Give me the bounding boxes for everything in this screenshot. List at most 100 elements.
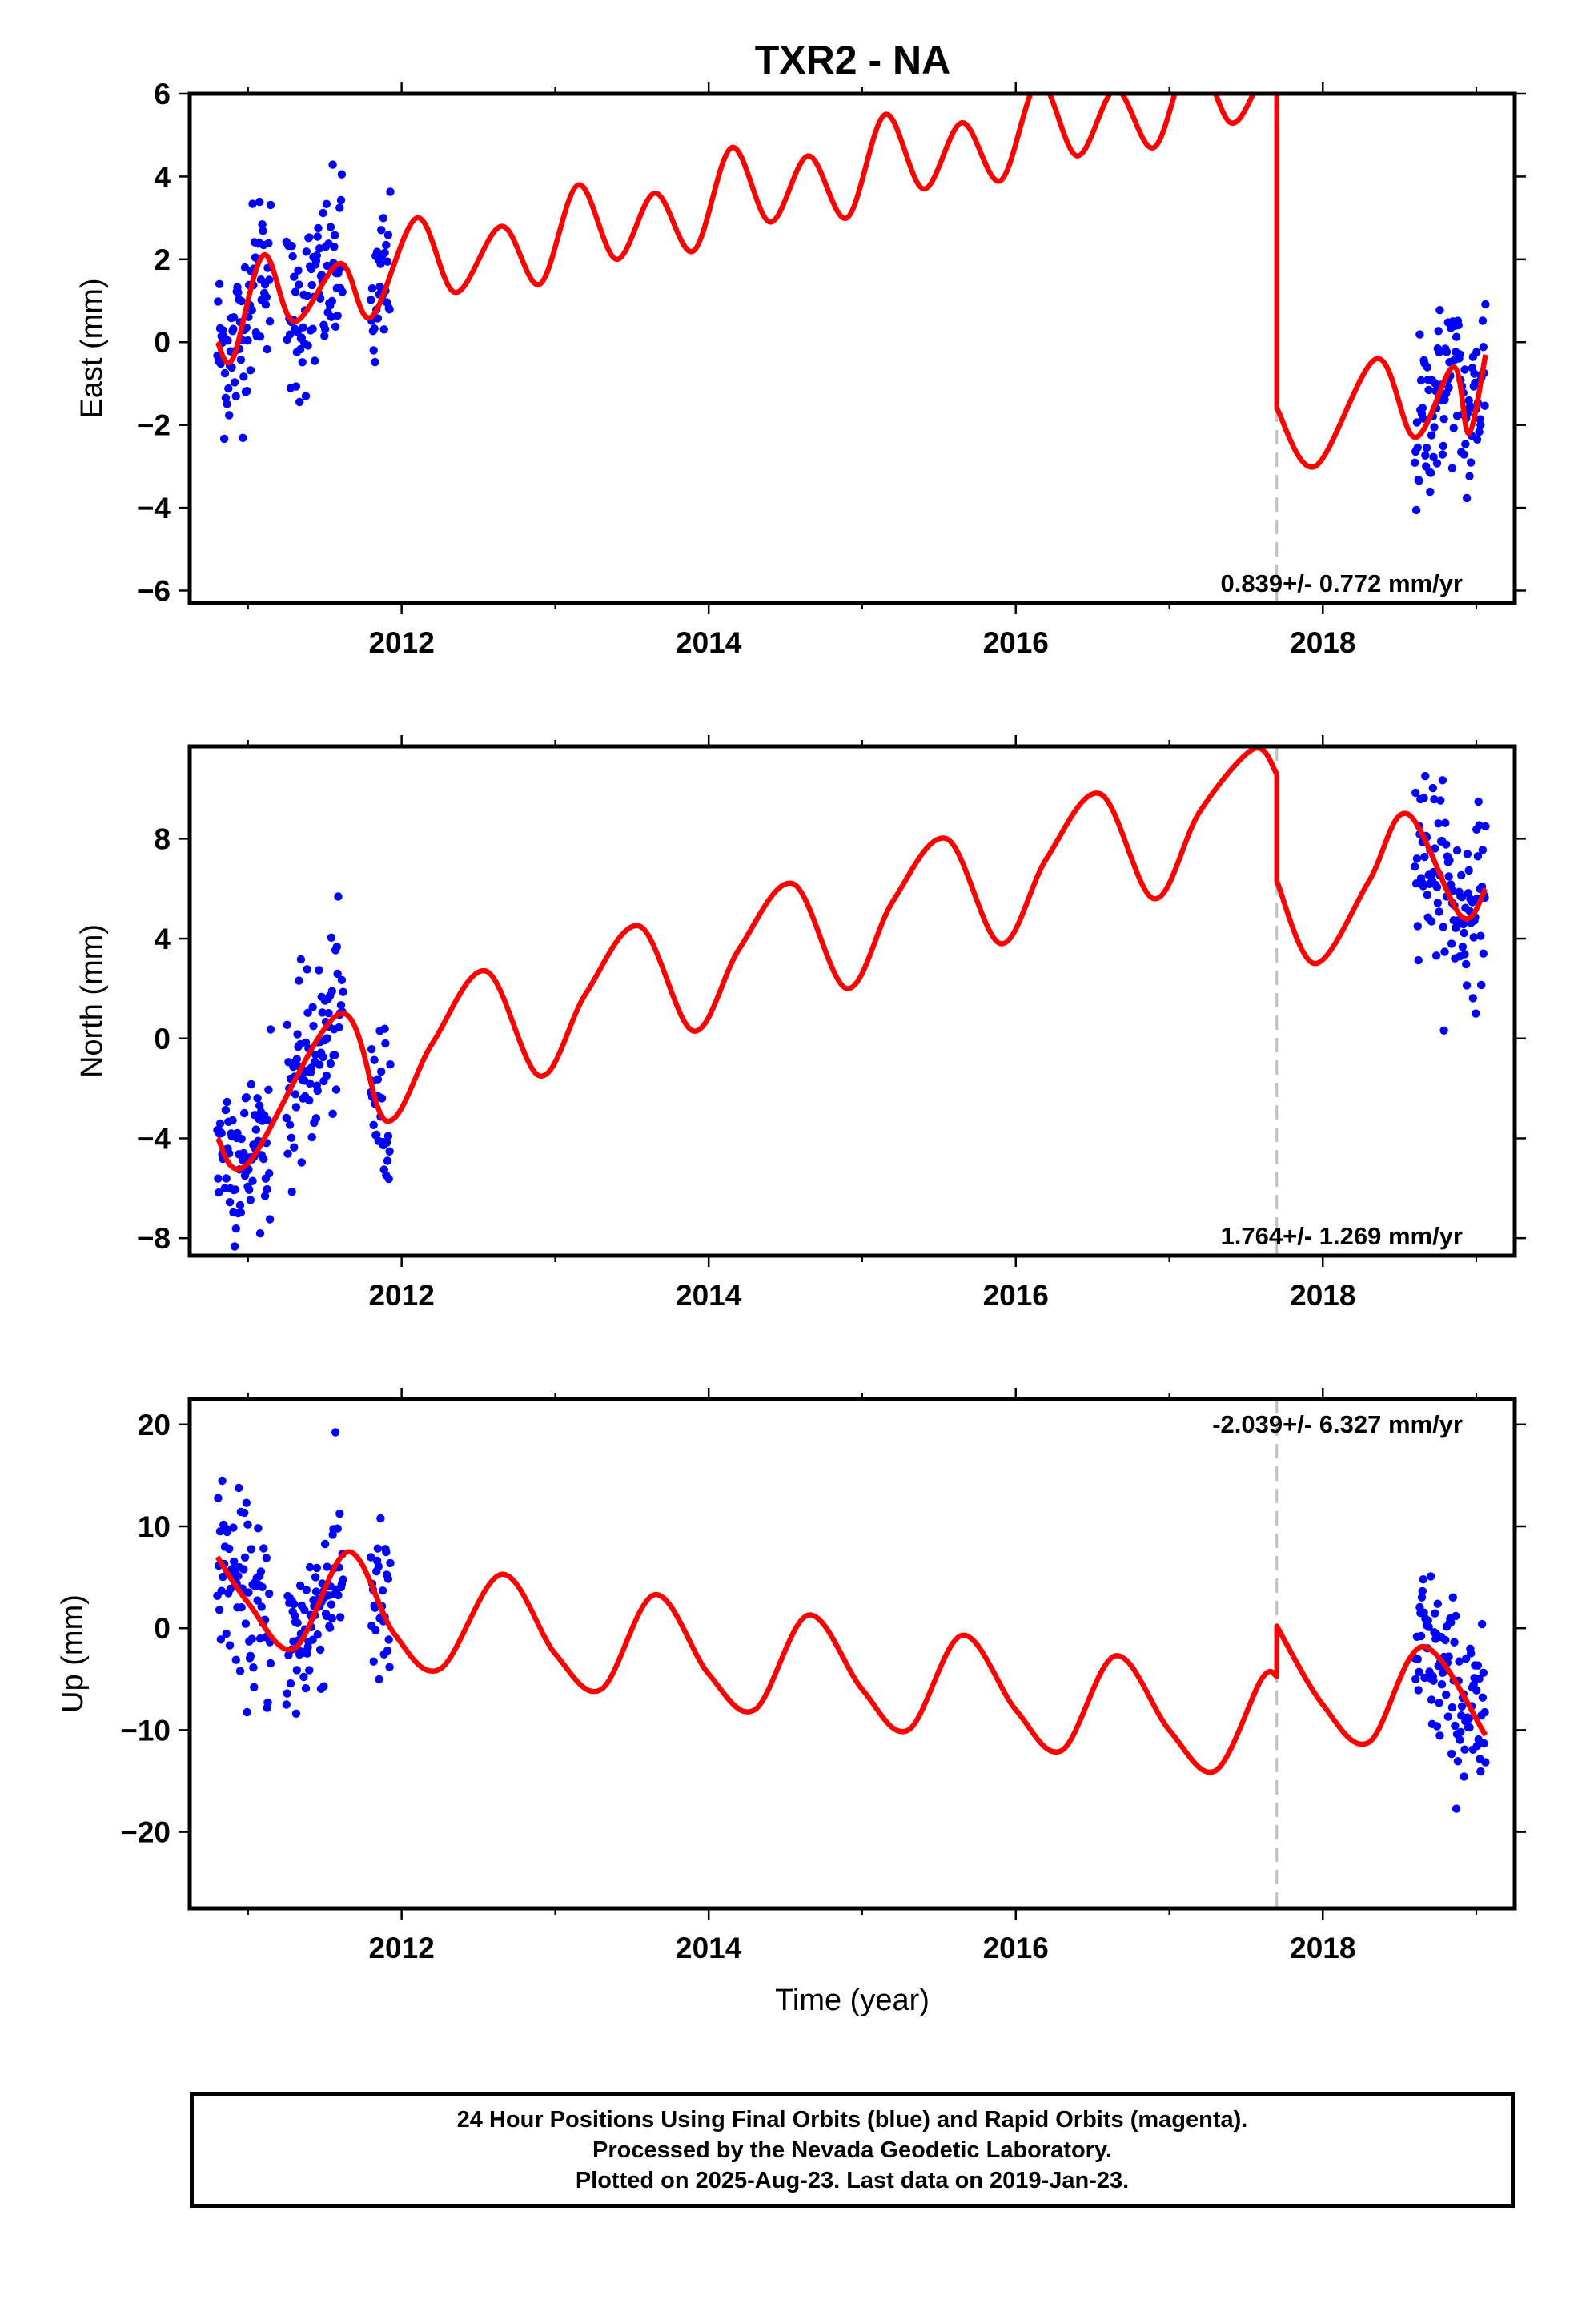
data-point <box>286 1679 295 1688</box>
data-point <box>242 1498 251 1507</box>
data-point <box>1439 923 1447 931</box>
data-point <box>1472 348 1481 356</box>
plot-frame <box>187 1397 1517 1911</box>
data-point <box>228 1116 237 1125</box>
data-point <box>322 1072 331 1080</box>
data-point <box>295 280 303 289</box>
data-point <box>372 1130 381 1140</box>
data-point <box>230 1242 239 1251</box>
data-point <box>289 1063 298 1072</box>
data-point <box>1438 776 1447 785</box>
data-point <box>243 336 252 345</box>
y-tick-label: −4 <box>137 1122 171 1155</box>
data-point <box>283 1149 292 1158</box>
data-point <box>1463 850 1472 858</box>
x-tick-label: 2016 <box>983 1279 1049 1312</box>
model-line <box>215 94 1488 470</box>
data-point <box>239 1148 248 1158</box>
data-point <box>1416 1631 1426 1641</box>
data-point <box>1417 1593 1427 1602</box>
data-point <box>319 208 327 218</box>
data-point <box>1461 440 1470 448</box>
data-point <box>1415 1667 1423 1676</box>
data-point <box>291 1611 299 1620</box>
data-point <box>263 344 271 354</box>
data-point <box>1427 468 1435 477</box>
data-point <box>242 1093 251 1102</box>
data-point <box>1427 431 1436 440</box>
data-point <box>1472 435 1482 444</box>
data-point <box>264 239 273 247</box>
data-point <box>377 1094 387 1103</box>
data-point <box>1423 363 1432 372</box>
data-point <box>1478 316 1488 325</box>
data-point <box>301 1683 311 1693</box>
data-point <box>373 314 383 323</box>
data-point <box>383 1156 392 1165</box>
data-point <box>1423 1616 1432 1625</box>
data-point <box>1480 401 1489 410</box>
data-point <box>1450 1638 1459 1647</box>
data-point <box>248 199 257 208</box>
data-point <box>1411 862 1419 871</box>
data-point <box>241 1619 251 1628</box>
data-point <box>1464 1714 1473 1723</box>
data-point <box>367 1553 375 1562</box>
data-point <box>264 1085 273 1095</box>
data-point <box>1411 788 1420 798</box>
data-point <box>315 244 324 253</box>
data-point <box>1441 1635 1450 1645</box>
data-point <box>370 1055 379 1064</box>
y-tick-label: 10 <box>138 1510 171 1543</box>
data-point <box>374 1562 383 1571</box>
data-point <box>236 356 246 364</box>
data-point <box>1462 493 1472 503</box>
x-tick-label: 2014 <box>676 1932 742 1964</box>
data-point <box>259 1155 268 1164</box>
data-point <box>298 358 307 367</box>
data-point <box>292 1055 301 1063</box>
data-point <box>1439 441 1447 451</box>
data-point <box>1444 1652 1453 1661</box>
data-point <box>303 1649 311 1658</box>
data-point <box>291 1090 300 1099</box>
data-point <box>295 345 305 354</box>
data-point <box>1458 943 1468 951</box>
data-point <box>225 1641 235 1650</box>
data-point <box>320 324 330 334</box>
x-tick-label: 2016 <box>983 626 1049 659</box>
data-point <box>236 1208 246 1217</box>
data-point <box>383 231 393 239</box>
data-point <box>331 1051 339 1059</box>
data-point <box>245 1185 254 1194</box>
data-point <box>1454 320 1463 330</box>
data-point <box>1419 794 1428 802</box>
data-point <box>287 1133 296 1143</box>
data-point <box>231 1185 240 1194</box>
data-point <box>1452 846 1462 855</box>
data-point <box>1462 959 1471 969</box>
data-point <box>312 251 321 260</box>
data-point <box>240 1553 250 1562</box>
data-point <box>308 324 317 333</box>
data-point <box>326 1059 335 1068</box>
caption-line-1: 24 Hour Positions Using Final Orbits (bl… <box>456 2106 1248 2133</box>
data-point <box>335 1509 344 1518</box>
data-point <box>1438 450 1447 459</box>
data-point <box>1445 856 1454 865</box>
data-point <box>226 1584 235 1594</box>
data-point <box>1469 933 1478 942</box>
data-point <box>377 226 386 235</box>
data-point <box>303 1008 312 1018</box>
data-point <box>1423 891 1432 899</box>
data-point <box>1457 870 1466 880</box>
data-point <box>1429 452 1438 461</box>
data-point <box>1447 1703 1457 1712</box>
data-point <box>1474 797 1483 806</box>
data-point <box>303 341 312 350</box>
data-point <box>216 1635 225 1644</box>
data-point <box>1436 796 1445 805</box>
data-point <box>333 1524 342 1533</box>
y-tick-label: 4 <box>154 923 171 955</box>
data-point <box>313 1086 322 1096</box>
